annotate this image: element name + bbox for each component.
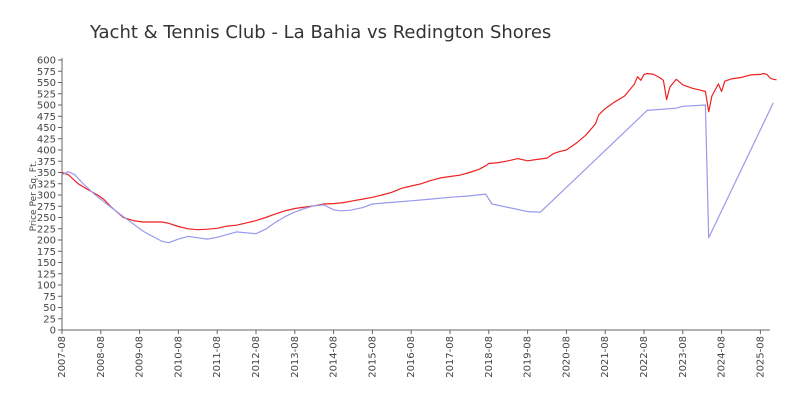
y-tick-label: 125 xyxy=(37,269,56,280)
y-tick-label: 0 xyxy=(50,326,56,337)
series-layer xyxy=(61,72,777,244)
y-tick-label: 475 xyxy=(37,112,56,123)
y-tick-label: 225 xyxy=(37,224,56,235)
y-tick-label: 375 xyxy=(37,157,56,168)
y-tick-label: 550 xyxy=(37,78,56,89)
y-axis-label: Price Per Sq. Ft. xyxy=(29,161,39,232)
x-tick-label: 2008-08 xyxy=(96,336,107,378)
x-tick-label: 2014-08 xyxy=(329,336,340,378)
x-tick-label: 2013-08 xyxy=(290,336,301,378)
y-tick-label: 50 xyxy=(43,303,56,314)
x-tick-label: 2022-08 xyxy=(639,336,650,378)
y-tick-label: 500 xyxy=(37,101,56,112)
y-tick-label: 450 xyxy=(37,123,56,134)
axes: 0255075100125150175200225250275300325350… xyxy=(37,56,770,378)
x-tick-label: 2017-08 xyxy=(445,336,456,378)
x-tick-label: 2012-08 xyxy=(251,336,262,378)
x-tick-label: 2009-08 xyxy=(135,336,146,378)
x-tick-label: 2007-08 xyxy=(57,336,68,378)
x-tick-label: 2025-08 xyxy=(755,336,766,378)
y-tick-label: 600 xyxy=(37,56,56,67)
y-tick-label: 25 xyxy=(43,314,56,325)
y-tick-label: 250 xyxy=(37,213,56,224)
x-tick-label: 2016-08 xyxy=(406,336,417,378)
y-tick-label: 150 xyxy=(37,258,56,269)
y-tick-label: 300 xyxy=(37,191,56,202)
x-tick-label: 2020-08 xyxy=(561,336,572,378)
series-line-2 xyxy=(61,102,774,244)
x-tick-label: 2021-08 xyxy=(600,336,611,378)
x-tick-label: 2010-08 xyxy=(173,336,184,378)
y-tick-label: 100 xyxy=(37,281,56,292)
y-tick-label: 200 xyxy=(37,236,56,247)
x-tick-label: 2011-08 xyxy=(212,336,223,378)
x-tick-label: 2018-08 xyxy=(484,336,495,378)
series-line-1 xyxy=(61,72,777,231)
x-tick-label: 2015-08 xyxy=(367,336,378,378)
x-tick-label: 2019-08 xyxy=(523,336,534,378)
y-tick-label: 325 xyxy=(37,179,56,190)
y-tick-label: 275 xyxy=(37,202,56,213)
y-tick-label: 575 xyxy=(37,67,56,78)
chart-title: Yacht & Tennis Club - La Bahia vs Reding… xyxy=(89,22,551,43)
y-tick-label: 525 xyxy=(37,89,56,100)
y-tick-label: 400 xyxy=(37,146,56,157)
y-tick-label: 175 xyxy=(37,247,56,258)
y-tick-label: 425 xyxy=(37,134,56,145)
y-tick-label: 350 xyxy=(37,168,56,179)
y-tick-label: 75 xyxy=(43,292,56,303)
x-tick-label: 2024-08 xyxy=(717,336,728,378)
x-tick-label: 2023-08 xyxy=(678,336,689,378)
